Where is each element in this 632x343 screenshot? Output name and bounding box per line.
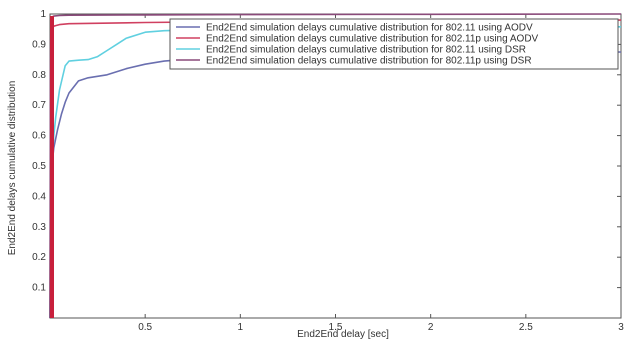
x-tick-label: 1 — [238, 322, 244, 333]
y-axis-ticks: 0.1 0.2 0.3 0.4 0.5 0.6 0.7 0.8 0.9 1 — [32, 9, 621, 294]
legend-label-80211p-dsr: End2End simulation delays cumulative dis… — [206, 56, 532, 67]
y-tick-label: 0.7 — [32, 100, 46, 111]
legend-label-80211-dsr: End2End simulation delays cumulative dis… — [206, 45, 526, 56]
x-axis-label: End2End delay [sec] — [297, 329, 389, 340]
y-tick-label: 0.3 — [32, 222, 46, 233]
y-tick-label: 1 — [40, 9, 46, 20]
x-tick-label: 2 — [428, 322, 434, 333]
y-tick-label: 0.2 — [32, 252, 46, 263]
x-tick-label: 0.5 — [138, 322, 152, 333]
y-tick-label: 0.5 — [32, 161, 46, 172]
y-tick-label: 0.1 — [32, 283, 46, 294]
y-tick-label: 0.9 — [32, 39, 46, 50]
x-tick-label: 3 — [618, 322, 624, 333]
y-tick-label: 0.6 — [32, 131, 46, 142]
legend: End2End simulation delays cumulative dis… — [169, 18, 619, 70]
y-axis-label: End2End delays cumulative distribution — [7, 81, 18, 256]
legend-label-80211-aodv: End2End simulation delays cumulative dis… — [206, 23, 533, 34]
legend-label-80211p-aodv: End2End simulation delays cumulative dis… — [206, 34, 539, 45]
x-tick-label: 1.5 — [329, 322, 343, 333]
legend-box — [169, 18, 619, 70]
x-tick-label: 2.5 — [519, 322, 533, 333]
x-axis-ticks: 0.5 1 1.5 2 2.5 3 — [138, 14, 624, 333]
y-tick-label: 0.8 — [32, 70, 46, 81]
y-tick-label: 0.4 — [32, 191, 46, 202]
